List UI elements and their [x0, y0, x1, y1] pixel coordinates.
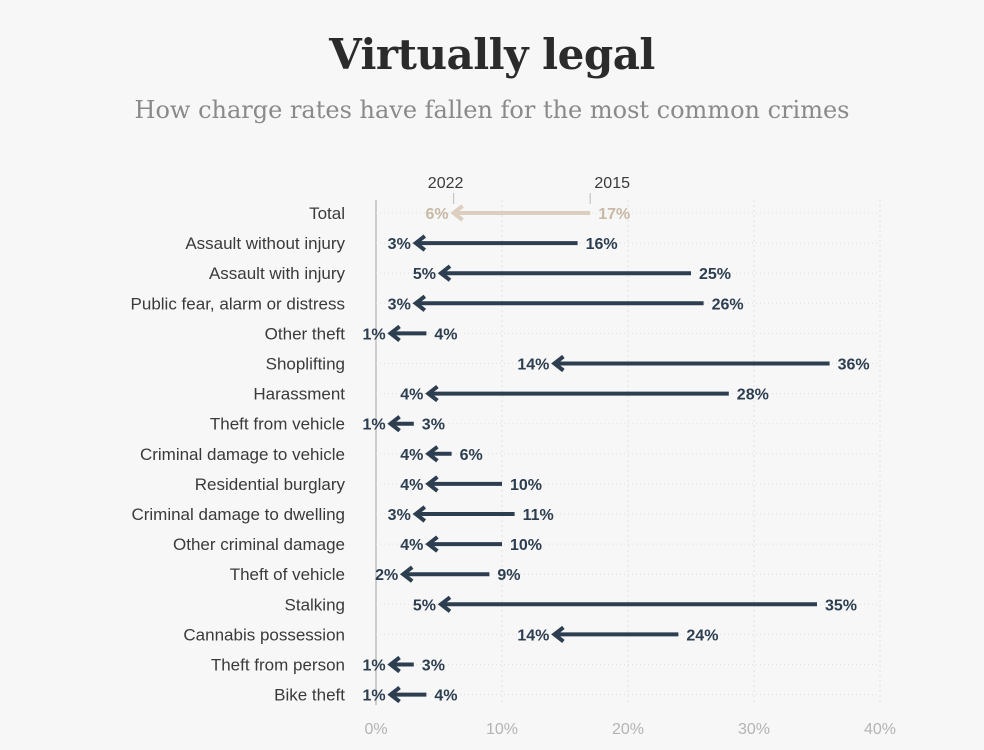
arrow-head	[425, 475, 439, 493]
x-tick-label: 40%	[864, 721, 896, 738]
value-label-2022: 4%	[400, 537, 423, 554]
year-label-2015: 2015	[594, 175, 630, 192]
category-label: Residential burglary	[195, 475, 346, 494]
category-label: Harassment	[253, 385, 345, 404]
category-label: Assault with injury	[209, 264, 346, 283]
arrow-head	[437, 595, 452, 613]
value-label-2022: 4%	[400, 447, 423, 464]
chart-title: Virtually legal	[329, 30, 655, 79]
value-label-2015: 3%	[422, 417, 445, 434]
value-label-2015: 28%	[737, 387, 769, 404]
arrow-head	[551, 354, 565, 373]
category-label: Stalking	[285, 595, 345, 614]
category-label: Theft from vehicle	[210, 415, 345, 434]
arrow-series	[387, 204, 830, 704]
arrow-head	[425, 385, 439, 403]
value-label-2022: 3%	[388, 507, 411, 524]
value-label-2022: 4%	[400, 477, 423, 494]
arrow-head	[450, 204, 464, 222]
arrow-head	[412, 294, 427, 312]
year-header: 2022 2015	[428, 175, 630, 204]
value-label-2015: 26%	[712, 296, 744, 313]
value-label-2015: 4%	[434, 326, 457, 343]
value-label-2015: 6%	[460, 447, 483, 464]
arrow-head	[551, 625, 565, 643]
category-label: Public fear, alarm or distress	[131, 294, 345, 313]
x-axis-ticks: 0% 10% 20% 30% 40%	[364, 721, 896, 738]
category-label: Assault without injury	[185, 234, 345, 253]
arrow-head	[387, 655, 401, 674]
category-label: Criminal damage to vehicle	[140, 445, 345, 464]
value-label-2022: 2%	[375, 567, 398, 584]
value-label-2022: 1%	[362, 326, 385, 343]
x-tick-label: 20%	[612, 721, 644, 738]
arrow-head	[387, 686, 401, 704]
arrow-head	[387, 324, 401, 342]
chart-subtitle: How charge rates have fallen for the mos…	[134, 96, 850, 124]
value-label-2022: 6%	[425, 206, 448, 223]
value-label-2022: 4%	[400, 387, 423, 404]
arrow-head	[425, 445, 439, 463]
value-label-2022: 14%	[517, 627, 549, 644]
arrow-head	[399, 565, 414, 583]
x-tick-label: 0%	[364, 721, 387, 738]
category-label: Theft of vehicle	[230, 565, 345, 584]
value-label-2022: 1%	[362, 658, 385, 675]
arrow-head	[412, 234, 427, 252]
value-label-2015: 24%	[686, 627, 718, 644]
value-label-2015: 9%	[497, 567, 520, 584]
category-label: Other criminal damage	[173, 535, 345, 554]
category-label: Total	[309, 204, 345, 223]
value-label-2022: 1%	[362, 417, 385, 434]
category-label: Theft from person	[211, 656, 345, 675]
category-label: Cannabis possession	[183, 625, 345, 644]
value-label-2022: 14%	[517, 357, 549, 374]
value-label-2015: 17%	[598, 206, 630, 223]
value-label-2022: 5%	[413, 597, 436, 614]
value-label-2022: 1%	[362, 688, 385, 705]
value-label-2015: 35%	[825, 597, 857, 614]
value-label-2015: 36%	[838, 357, 870, 374]
value-label-2022: 3%	[388, 236, 411, 253]
category-label: Bike theft	[274, 686, 345, 705]
category-label: Shoplifting	[266, 355, 345, 374]
value-label-2015: 10%	[510, 477, 542, 494]
value-label-2015: 16%	[586, 236, 618, 253]
value-label-2015: 3%	[422, 658, 445, 675]
arrow-head	[437, 264, 452, 282]
category-labels: Total 6% 17% Assault without injury 3% 16% Ass…	[131, 204, 870, 705]
value-label-2022: 3%	[388, 296, 411, 313]
value-label-2015: 4%	[434, 688, 457, 705]
x-tick-label: 10%	[486, 721, 518, 738]
category-label: Criminal damage to dwelling	[131, 505, 345, 524]
x-tick-label: 30%	[738, 721, 770, 738]
category-label: Other theft	[265, 324, 346, 343]
value-label-2015: 25%	[699, 266, 731, 283]
arrow-head	[412, 505, 427, 523]
arrow-head	[425, 535, 439, 553]
arrow-head	[387, 415, 401, 433]
value-label-2022: 5%	[413, 266, 436, 283]
year-label-2022: 2022	[428, 175, 464, 192]
value-label-2015: 11%	[523, 507, 554, 524]
value-label-2015: 10%	[510, 537, 542, 554]
